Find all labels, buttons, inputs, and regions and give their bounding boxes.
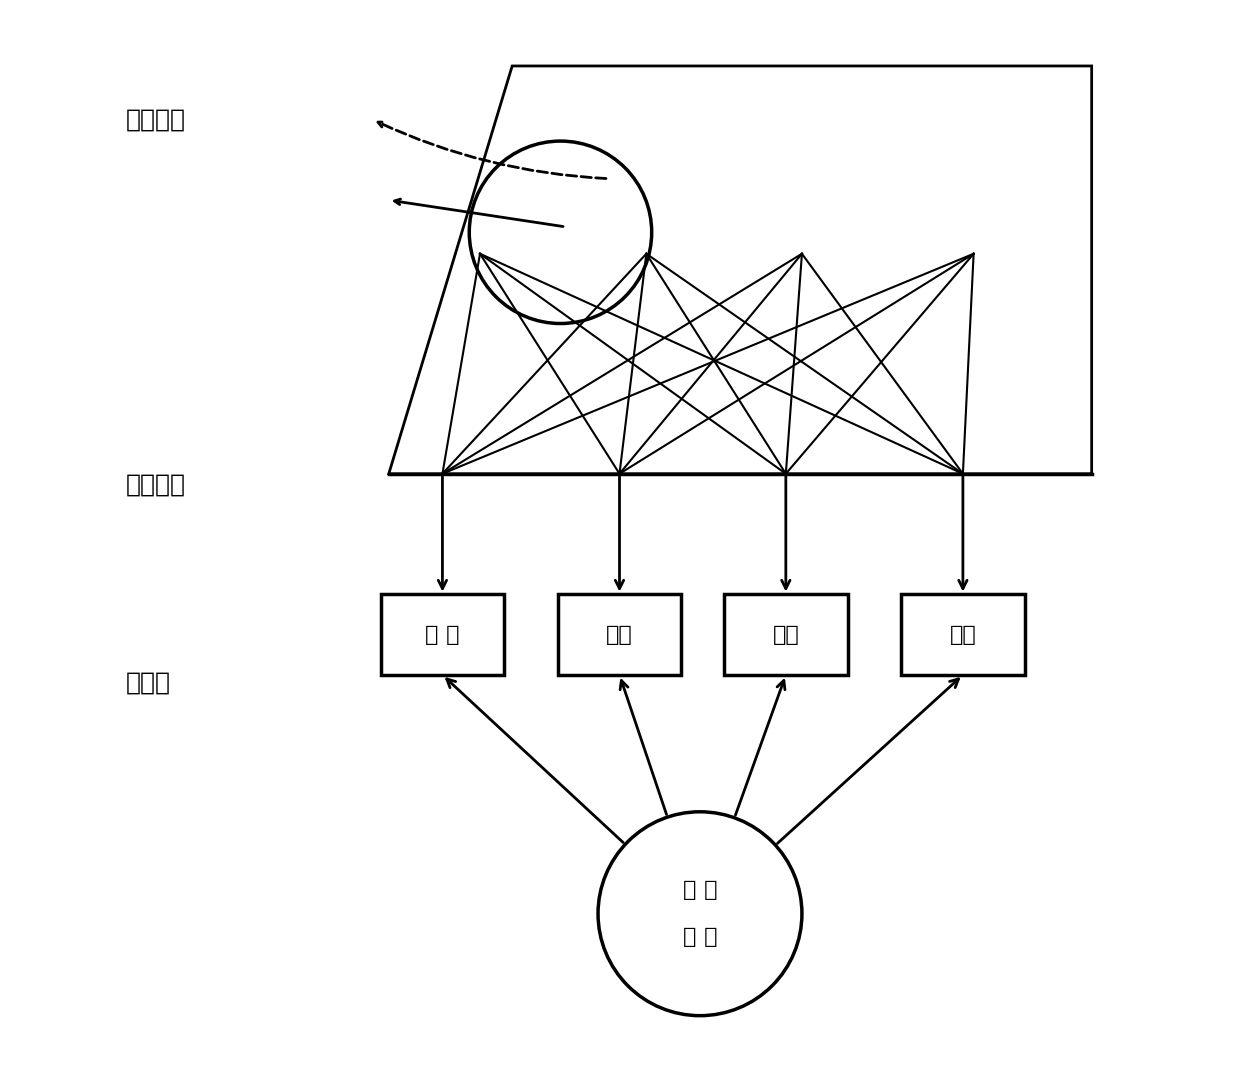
Text: 大小: 大小 xyxy=(949,625,976,645)
Text: 特征图: 特征图 xyxy=(126,671,171,695)
FancyBboxPatch shape xyxy=(558,595,681,675)
Text: 输 入: 输 入 xyxy=(683,880,717,900)
FancyBboxPatch shape xyxy=(724,595,847,675)
Text: 注意焦点: 注意焦点 xyxy=(126,108,186,132)
FancyBboxPatch shape xyxy=(380,595,504,675)
Text: 方位: 方位 xyxy=(772,625,799,645)
Text: 颜 色: 颜 色 xyxy=(425,625,460,645)
Text: 亮度: 亮度 xyxy=(606,625,633,645)
Circle shape xyxy=(598,812,802,1015)
FancyBboxPatch shape xyxy=(901,595,1025,675)
Text: 图 像: 图 像 xyxy=(683,927,717,948)
Text: 显著性图: 显著性图 xyxy=(126,473,186,497)
